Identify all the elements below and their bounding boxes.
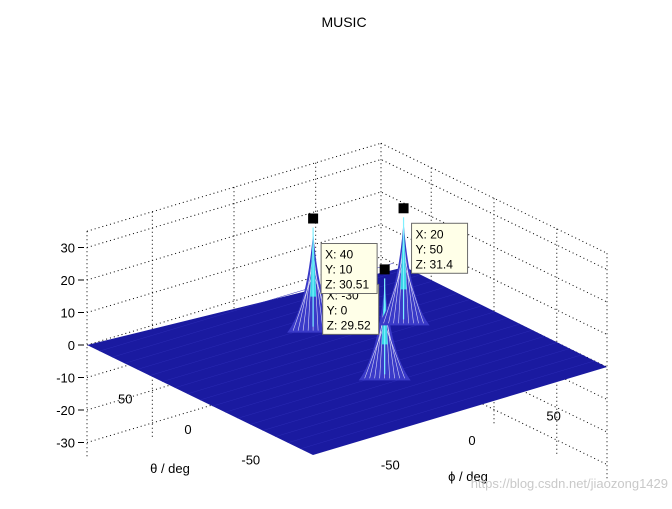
surface-mesh-line	[199, 311, 495, 401]
surface-mesh-line	[287, 354, 582, 444]
datatips-layer: X: -30Y: 0Z: 29.52X: 20Y: 50Z: 31.4X: 40…	[320, 222, 469, 335]
peak-mesh-line	[404, 247, 414, 324]
theta-tick-label: 50	[118, 391, 132, 406]
peak-mesh-line	[302, 257, 313, 331]
datatip-y-label: Y: 10	[325, 263, 353, 277]
peak-1	[358, 264, 411, 381]
chart-title: MUSIC	[321, 14, 366, 30]
surface-base	[87, 267, 607, 455]
peak-mesh-line	[404, 257, 419, 324]
datatip-z-label: Z: 31.4	[416, 257, 454, 271]
peak-mesh-line	[385, 318, 400, 379]
phi-tick-label: -50	[381, 457, 400, 472]
phi-tick-label: 0	[468, 433, 475, 448]
datatip-z-label: Z: 30.51	[325, 278, 369, 292]
surface-mesh-line	[275, 348, 570, 437]
datatip-marker[interactable]	[398, 203, 409, 214]
surface-mesh-line	[300, 360, 595, 450]
peak-mesh-line	[313, 257, 324, 331]
z-tick-label: -10	[56, 371, 75, 386]
phi-tick-label: 50	[546, 409, 560, 424]
datatip-y-label: Y: 0	[327, 303, 348, 317]
surface-mesh-line	[250, 336, 545, 425]
peak-mesh-line	[385, 328, 405, 379]
phi-axis-ticks: -50 0 50	[381, 409, 561, 473]
z-tick-label: 30	[61, 241, 75, 256]
datatip-x-label: X: 20	[416, 227, 444, 241]
theta-tick-label: -50	[241, 453, 260, 468]
surface-mesh-line	[187, 305, 482, 395]
z-axis-ticks: 30 20 10 0 -10 -20 -30	[56, 241, 84, 451]
datatip-x-label: X: 40	[325, 248, 353, 262]
datatip-box	[320, 243, 378, 295]
theta-axis-ticks: 50 0 -50	[118, 391, 260, 467]
theta-axis-label: θ / deg	[150, 461, 190, 476]
datatip-3[interactable]: X: 40Y: 10Z: 30.51	[320, 243, 378, 295]
watermark-text: https://blog.csdn.net/jiaozong1429	[471, 476, 668, 491]
peak-2	[377, 203, 430, 326]
surface-mesh-line	[212, 317, 507, 407]
theta-tick-label: 0	[184, 422, 191, 437]
peaks-layer	[99, 203, 595, 450]
peak-mesh-line	[404, 267, 424, 324]
datatip-y-label: Y: 50	[416, 242, 444, 256]
z-tick-label: 0	[68, 338, 75, 353]
datatip-box	[411, 222, 469, 274]
peak-mesh-line	[393, 247, 404, 324]
surface-mesh-line	[262, 342, 557, 431]
z-tick-label: -20	[56, 403, 75, 418]
z-tick-label: 20	[61, 273, 75, 288]
datatip-2[interactable]: X: 20Y: 50Z: 31.4	[411, 222, 469, 274]
datatip-marker[interactable]	[308, 213, 319, 224]
phi-axis-label: ϕ / deg	[448, 469, 488, 484]
datatip-marker[interactable]	[379, 264, 390, 275]
peak-mesh-line	[383, 267, 403, 324]
z-tick-label: -30	[56, 436, 75, 451]
z-tick-label: 10	[61, 306, 75, 321]
datatip-z-label: Z: 29.52	[327, 318, 371, 332]
surface-mesh-line	[137, 281, 432, 370]
